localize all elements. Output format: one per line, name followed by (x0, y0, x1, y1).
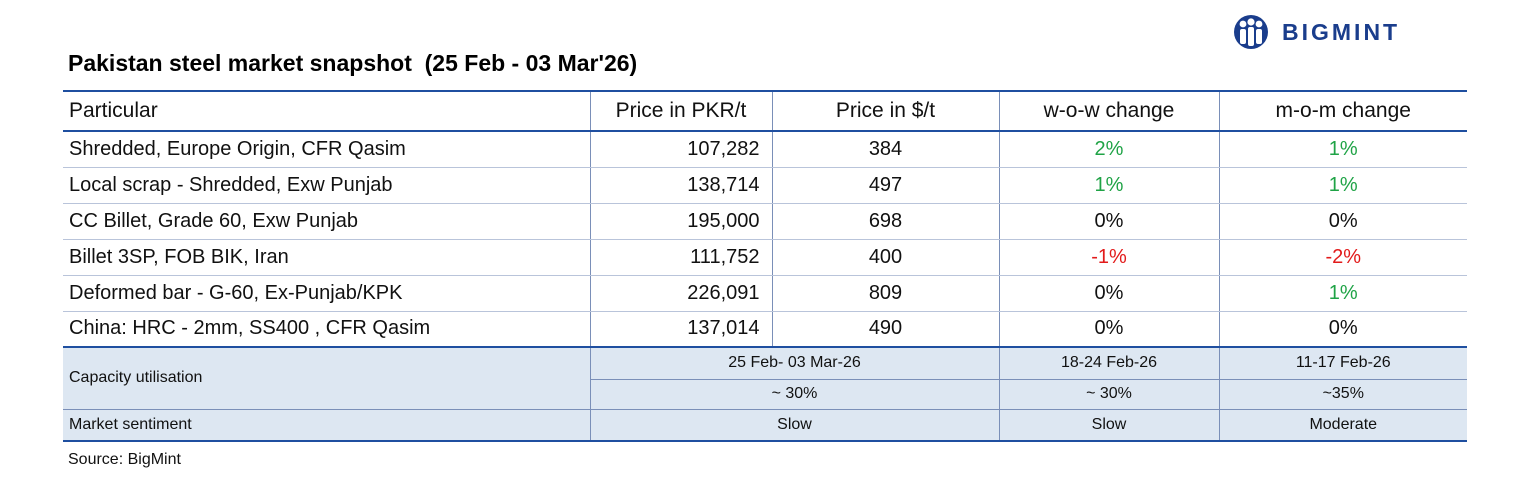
cell-particular: Local scrap - Shredded, Exw Punjab (63, 167, 590, 204)
header-row: Particular Price in PKR/t Price in $/t w… (63, 90, 1467, 132)
capacity-value-wow: ~ 30% (998, 378, 1219, 409)
cell-wow: 0% (998, 203, 1219, 240)
header-mom: m-o-m change (1218, 90, 1467, 132)
cell-pkr: 195,000 (589, 203, 772, 240)
cell-particular: Billet 3SP, FOB BIK, Iran (63, 239, 590, 276)
snapshot-table: Particular Price in PKR/t Price in $/t w… (63, 90, 1467, 442)
cell-mom: 1% (1218, 275, 1467, 312)
cell-usd: 497 (771, 167, 999, 204)
source-note: Source: BigMint (68, 451, 181, 468)
capacity-period-wow: 18-24 Feb-26 (998, 346, 1219, 379)
table-row: Shredded, Europe Origin, CFR Qasim 107,2… (63, 131, 1467, 168)
cell-wow: 1% (998, 167, 1219, 204)
capacity-period-mom: 11-17 Feb-26 (1218, 346, 1467, 379)
table-row: Local scrap - Shredded, Exw Punjab 138,7… (63, 167, 1467, 204)
cell-particular: China: HRC - 2mm, SS400 , CFR Qasim (63, 311, 590, 348)
table-row: Billet 3SP, FOB BIK, Iran 111,752 400 -1… (63, 239, 1467, 276)
cell-usd: 809 (771, 275, 999, 312)
cell-mom: -2% (1218, 239, 1467, 276)
bigmint-logo: BIGMINT (1232, 14, 1400, 50)
cell-mom: 0% (1218, 203, 1467, 240)
table-row: China: HRC - 2mm, SS400 , CFR Qasim 137,… (63, 311, 1467, 348)
cell-wow: 2% (998, 131, 1219, 168)
cell-pkr: 111,752 (589, 239, 772, 276)
cell-particular: Deformed bar - G-60, Ex-Punjab/KPK (63, 275, 590, 312)
cell-particular: CC Billet, Grade 60, Exw Punjab (63, 203, 590, 240)
page-title: Pakistan steel market snapshot (25 Feb -… (68, 50, 638, 76)
cell-wow: -1% (998, 239, 1219, 276)
cell-mom: 0% (1218, 311, 1467, 348)
capacity-value-mom: ~35% (1218, 378, 1467, 409)
capacity-period-row: Capacity utilisation 25 Feb- 03 Mar-26 1… (63, 346, 1467, 409)
capacity-value-row: ~ 30% ~ 30% ~35% (63, 378, 1467, 409)
header-particular: Particular (63, 90, 590, 132)
sentiment-label: Market sentiment (63, 408, 590, 442)
cell-pkr: 137,014 (589, 311, 772, 348)
sentiment-row: Market sentiment Slow Slow Moderate (63, 408, 1467, 442)
header-pkr: Price in PKR/t (589, 90, 772, 132)
cell-pkr: 138,714 (589, 167, 772, 204)
cell-mom: 1% (1218, 167, 1467, 204)
capacity-label: Capacity utilisation (63, 346, 590, 409)
cell-usd: 400 (771, 239, 999, 276)
cell-usd: 490 (771, 311, 999, 348)
table-row: Deformed bar - G-60, Ex-Punjab/KPK 226,0… (63, 275, 1467, 312)
cell-particular: Shredded, Europe Origin, CFR Qasim (63, 131, 590, 168)
header-wow: w-o-w change (998, 90, 1219, 132)
sentiment-wow: Slow (998, 408, 1219, 442)
cell-usd: 698 (771, 203, 999, 240)
header-usd: Price in $/t (771, 90, 999, 132)
cell-wow: 0% (998, 275, 1219, 312)
brand-name: BIGMINT (1282, 18, 1401, 45)
sentiment-current: Slow (589, 408, 999, 442)
table-row: CC Billet, Grade 60, Exw Punjab 195,000 … (63, 203, 1467, 240)
cell-wow: 0% (998, 311, 1219, 348)
bigmint-people-icon (1234, 15, 1268, 49)
cell-mom: 1% (1218, 131, 1467, 168)
cell-pkr: 226,091 (589, 275, 772, 312)
cell-pkr: 107,282 (589, 131, 772, 168)
sentiment-mom: Moderate (1218, 408, 1467, 442)
cell-usd: 384 (771, 131, 999, 168)
capacity-value-current: ~ 30% (589, 378, 999, 409)
capacity-period-current: 25 Feb- 03 Mar-26 (589, 346, 999, 379)
